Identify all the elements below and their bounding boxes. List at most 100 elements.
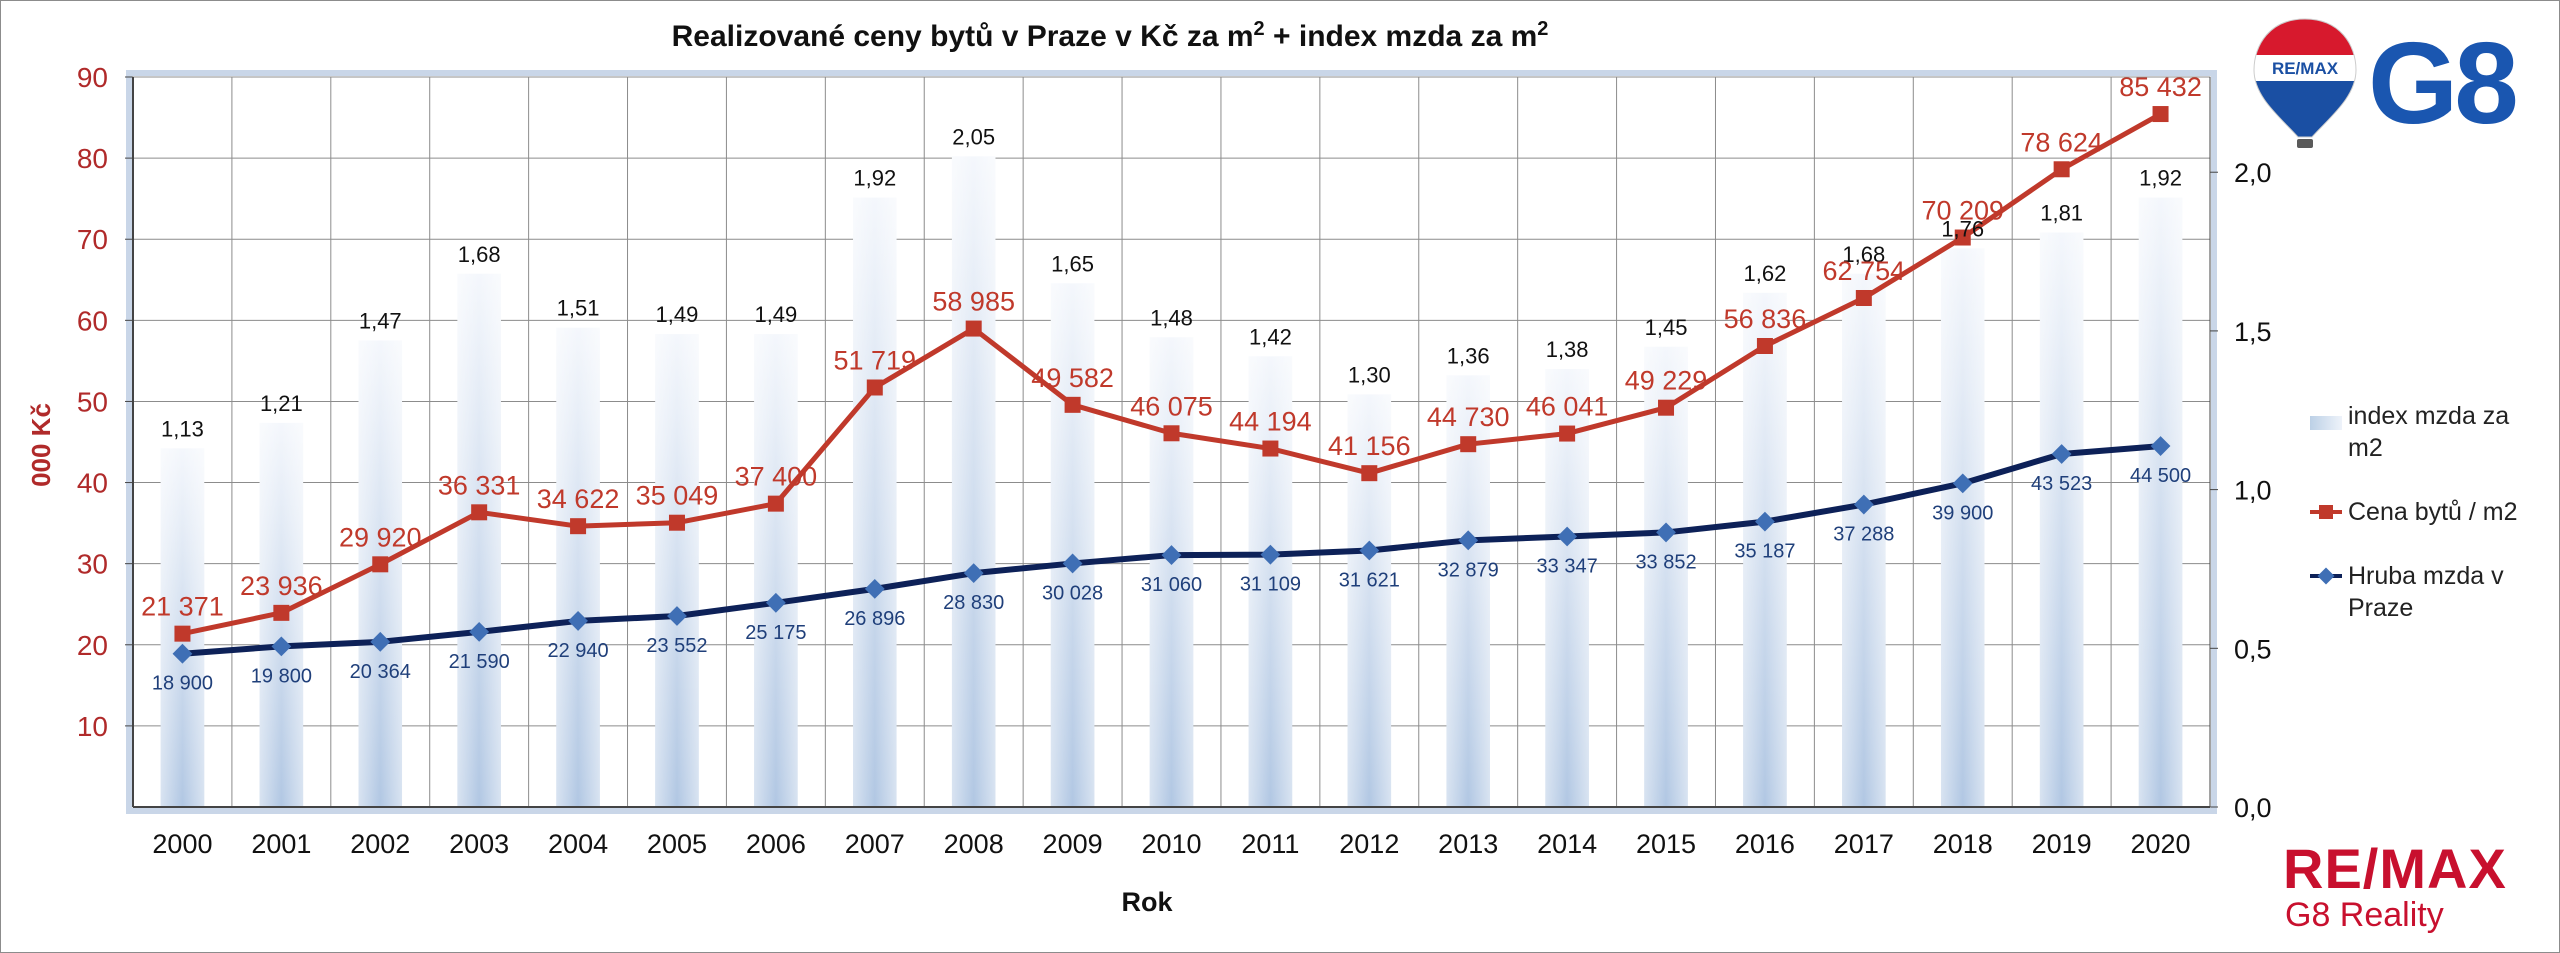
bar-shine-2011 bbox=[1248, 356, 1293, 807]
price-label-2015: 49 229 bbox=[1625, 366, 1708, 396]
y-tick-label-50: 50 bbox=[77, 386, 108, 417]
y2-tick-label-1,0: 1,0 bbox=[2234, 476, 2272, 506]
price-label-2000: 21 371 bbox=[141, 592, 224, 622]
x-tick-label-2019: 2019 bbox=[2032, 829, 2092, 859]
x-tick-label-2004: 2004 bbox=[548, 829, 608, 859]
price-point-2016 bbox=[1756, 337, 1773, 354]
x-tick-label-2002: 2002 bbox=[350, 829, 410, 859]
remax-logo-subtitle: G8 Reality bbox=[2285, 896, 2444, 934]
x-axis-title: Rok bbox=[1121, 887, 1173, 917]
bar-label-2011: 1,42 bbox=[1249, 324, 1292, 349]
wage-label-2004: 22 940 bbox=[547, 640, 608, 662]
x-tick-label-2007: 2007 bbox=[845, 829, 905, 859]
y-tick-label-90: 90 bbox=[77, 62, 108, 93]
data-labels: 1,13 1,21 1,47 1,68 1,51 1,49 1,49 1,92 2,05 1,65… bbox=[141, 72, 2202, 695]
x-tick-label-2011: 2011 bbox=[1241, 829, 1299, 859]
plot-border bbox=[126, 70, 2217, 814]
bar-shine-2016 bbox=[1743, 292, 1787, 808]
bar-label-2002: 1,47 bbox=[359, 308, 402, 333]
x-tick-label-2013: 2013 bbox=[1438, 829, 1498, 859]
wage-point-2006 bbox=[765, 592, 786, 613]
price-label-2018: 70 209 bbox=[1921, 196, 2004, 226]
price-label-2017: 62 754 bbox=[1823, 256, 1906, 286]
wage-label-2010: 31 060 bbox=[1141, 574, 1202, 596]
y2-tick-label-1,5: 1,5 bbox=[2234, 317, 2272, 347]
bar-shine-2006 bbox=[754, 334, 798, 807]
wage-label-2020: 44 500 bbox=[2130, 465, 2191, 487]
legend-marker-wage bbox=[2317, 567, 2335, 585]
bar-label-2012: 1,30 bbox=[1348, 362, 1391, 387]
bar-label-2014: 1,38 bbox=[1546, 337, 1589, 362]
wage-point-2012 bbox=[1359, 540, 1380, 561]
price-label-2002: 29 920 bbox=[339, 522, 422, 552]
wage-point-2010 bbox=[1161, 545, 1182, 565]
x-tick-label-2016: 2016 bbox=[1735, 829, 1795, 859]
bar-shine-2017 bbox=[1842, 273, 1886, 808]
y-axis-title: 000 Kč bbox=[26, 403, 56, 487]
price-point-2007 bbox=[866, 379, 883, 396]
wage-label-2019: 43 523 bbox=[2031, 473, 2092, 495]
price-point-2010 bbox=[1163, 425, 1180, 442]
wage-point-2020 bbox=[2150, 436, 2171, 456]
bar-label-2020: 1,92 bbox=[2139, 166, 2182, 191]
bar-shine-2007 bbox=[853, 197, 897, 807]
wage-point-2018 bbox=[1952, 473, 1973, 494]
balloon-text: RE/MAX bbox=[2272, 59, 2339, 78]
price-point-2015 bbox=[1658, 399, 1675, 416]
wage-point-2016 bbox=[1755, 511, 1775, 532]
y-tick-label-20: 20 bbox=[77, 630, 108, 661]
wage-label-2018: 39 900 bbox=[1932, 502, 1993, 524]
wage-point-2014 bbox=[1557, 526, 1578, 547]
x-tick-label-2017: 2017 bbox=[1834, 829, 1894, 859]
remax-balloon-logo: RE/MAX bbox=[2253, 18, 2357, 148]
bar-label-2006: 1,49 bbox=[754, 302, 797, 327]
wage-label-2013: 32 879 bbox=[1438, 559, 1499, 581]
wage-label-2016: 35 187 bbox=[1734, 541, 1795, 563]
price-label-2013: 44 730 bbox=[1427, 402, 1510, 432]
price-label-2007: 51 719 bbox=[833, 346, 916, 376]
y2-tick-label-2,0: 2,0 bbox=[2234, 158, 2272, 188]
wage-label-2009: 30 028 bbox=[1042, 582, 1103, 604]
x-tick-label-2020: 2020 bbox=[2131, 829, 2191, 859]
wage-label-2011: 31 109 bbox=[1240, 574, 1301, 596]
price-point-2020 bbox=[2152, 106, 2169, 123]
wage-label-2006: 25 175 bbox=[745, 622, 806, 644]
wage-point-2011 bbox=[1260, 544, 1281, 565]
price-point-2012 bbox=[1361, 465, 1378, 482]
legend-swatch-index bbox=[2310, 416, 2342, 430]
price-point-2013 bbox=[1460, 436, 1477, 453]
price-point-2011 bbox=[1262, 440, 1279, 457]
x-tick-label-2009: 2009 bbox=[1043, 829, 1103, 859]
wage-point-2013 bbox=[1458, 530, 1479, 551]
x-tick-label-2003: 2003 bbox=[449, 829, 509, 859]
axes: 10 20 30 40 50 60 70 80 90 0,0 0,5 1,0 1,5 2,0 2000 200… bbox=[77, 62, 2272, 859]
price-point-2018 bbox=[1954, 229, 1971, 246]
bar-shine-2012 bbox=[1347, 394, 1392, 807]
wage-label-2012: 31 621 bbox=[1339, 570, 1400, 592]
bar-label-2004: 1,51 bbox=[557, 296, 600, 321]
bar-shine-2004 bbox=[556, 327, 600, 807]
bar-label-2009: 1,65 bbox=[1051, 251, 1094, 276]
price-point-2004 bbox=[570, 518, 587, 535]
price-point-2003 bbox=[471, 504, 488, 521]
bar-shine-2018 bbox=[1940, 248, 1985, 808]
wage-label-2000: 18 900 bbox=[152, 673, 213, 695]
bar-label-2007: 1,92 bbox=[853, 166, 896, 191]
price-label-2008: 58 985 bbox=[932, 287, 1015, 317]
bar-label-2003: 1,68 bbox=[458, 242, 501, 267]
bar-label-2013: 1,36 bbox=[1447, 343, 1490, 368]
series-lines bbox=[172, 106, 2171, 664]
price-point-2005 bbox=[668, 514, 685, 531]
price-label-2010: 46 075 bbox=[1130, 391, 1213, 421]
bar-shine-2009 bbox=[1050, 283, 1095, 808]
price-point-2000 bbox=[174, 625, 191, 642]
legend-label-wage: Hruba mzda v Praze bbox=[2348, 562, 2504, 622]
remax-logo-text: RE/MAX bbox=[2283, 837, 2507, 900]
price-label-2001: 23 936 bbox=[240, 571, 323, 601]
wage-label-2008: 28 830 bbox=[943, 592, 1004, 614]
price-point-2017 bbox=[1855, 289, 1872, 306]
wage-point-2005 bbox=[667, 606, 687, 626]
price-point-2009 bbox=[1064, 396, 1081, 413]
legend-item-wage: Hruba mzda v Praze bbox=[2310, 560, 2550, 624]
wage-point-2004 bbox=[568, 611, 588, 631]
